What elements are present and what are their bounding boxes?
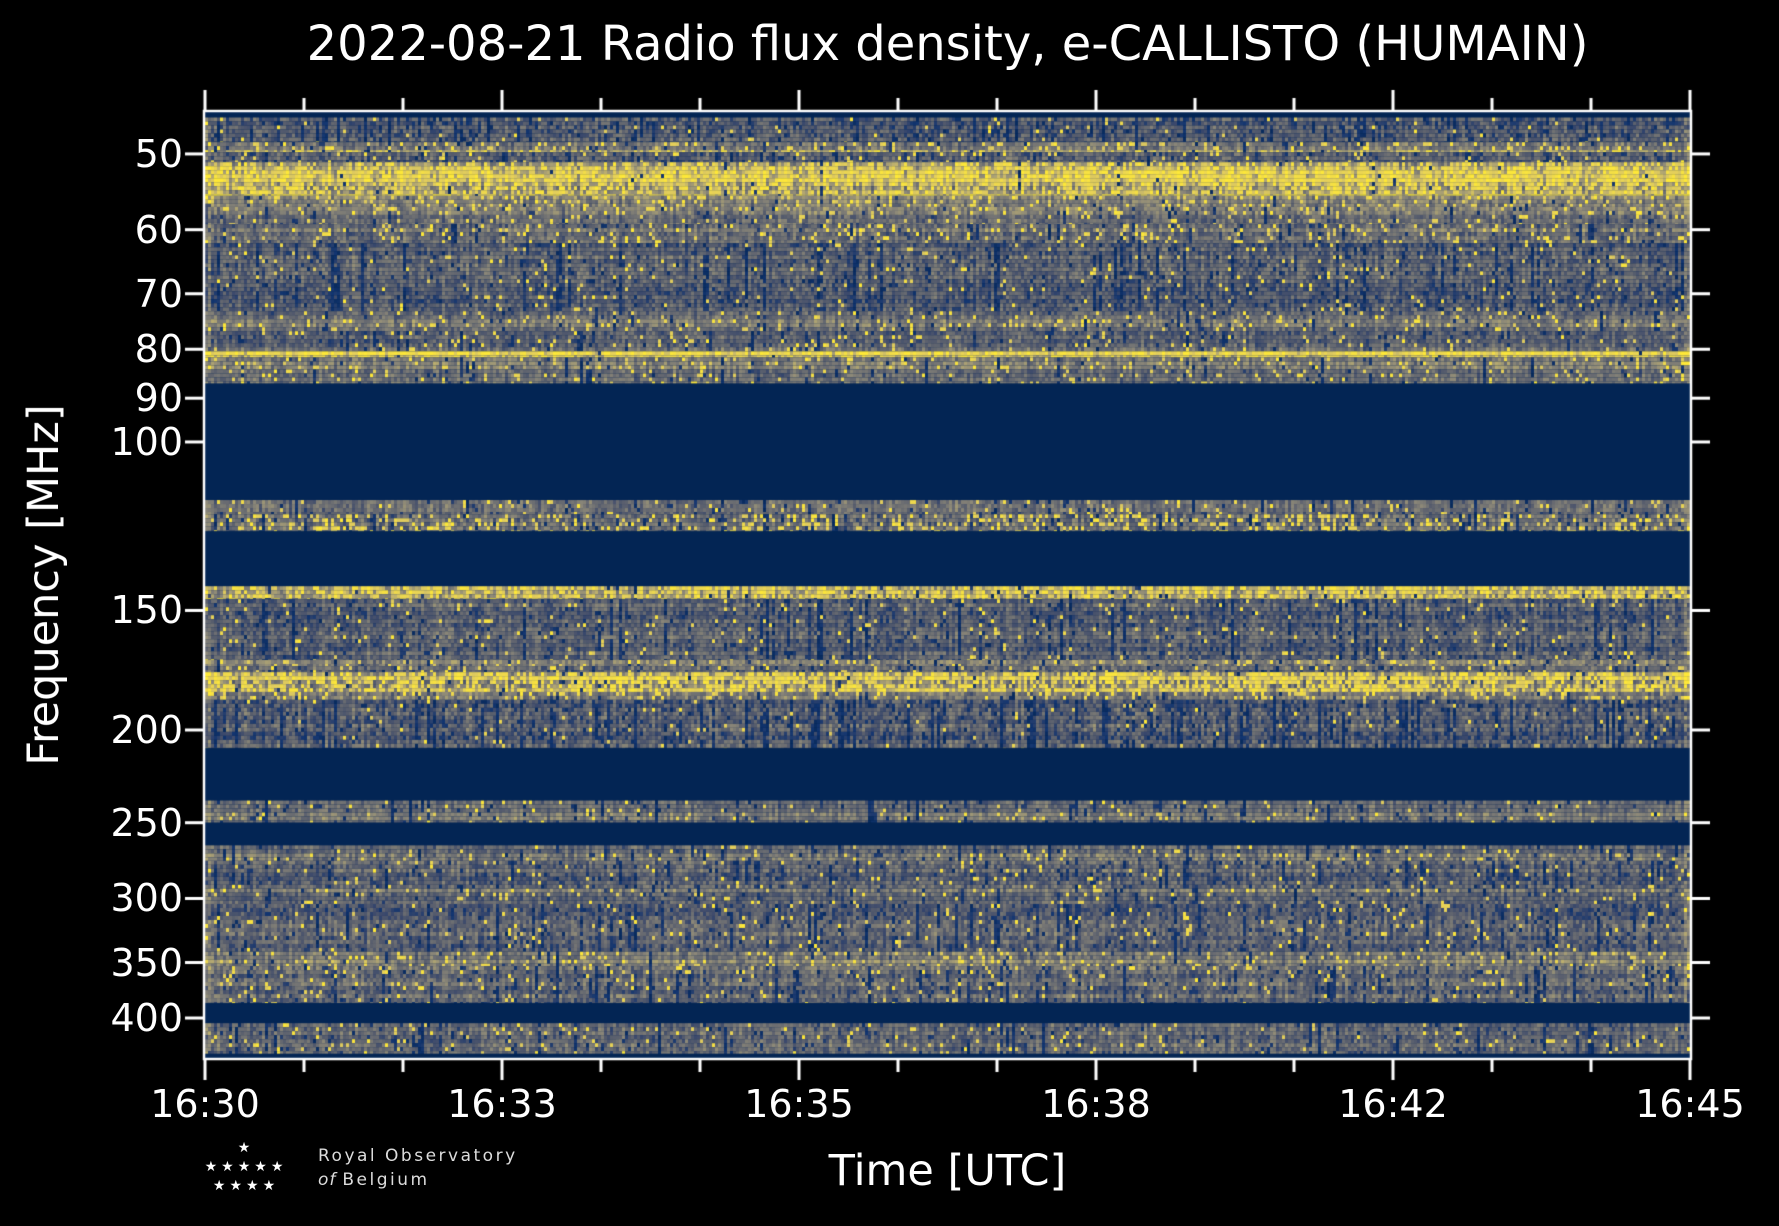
y-tick-label: 100 — [110, 419, 183, 464]
star-icon: ★ — [254, 1159, 267, 1175]
y-tick-label: 250 — [110, 800, 183, 845]
rob-logo: ★ ★ ★ ★ ★ ★ ★ ★ ★ ★ Royal Observatory of Belgium — [194, 1139, 518, 1196]
star-row: ★ — [238, 1139, 251, 1158]
y-tick-label: 60 — [134, 207, 183, 252]
x-tick-label: 16:42 — [1338, 1082, 1448, 1126]
y-tick-label: 300 — [110, 876, 183, 921]
star-icon: ★ — [262, 1178, 276, 1194]
logo-line2-rest: Belgium — [342, 1170, 430, 1190]
y-tick-label: 50 — [134, 131, 183, 176]
y-tick-label: 150 — [110, 588, 183, 633]
y-tick-label: 70 — [134, 271, 183, 316]
star-icon: ★ — [237, 1159, 251, 1175]
y-tick-label: 80 — [134, 327, 183, 372]
logo-text: Royal Observatory of Belgium — [318, 1139, 518, 1192]
star-icon: ★ — [212, 1178, 226, 1194]
x-tick-label: 16:35 — [744, 1082, 854, 1126]
x-tick-label: 16:33 — [447, 1082, 557, 1126]
star-row: ★ ★ ★ ★ ★ — [205, 1158, 284, 1177]
chart-title: 2022-08-21 Radio flux density, e-CALLIST… — [306, 16, 1589, 72]
x-tick-label: 16:45 — [1635, 1082, 1745, 1126]
y-tick-label: 400 — [110, 996, 183, 1041]
logo-line2-of: of — [318, 1170, 337, 1190]
star-icons: ★ ★ ★ ★ ★ ★ ★ ★ ★ ★ — [194, 1139, 294, 1196]
logo-line2: of Belgium — [318, 1168, 518, 1192]
star-row: ★ ★ ★ ★ — [213, 1177, 275, 1196]
y-tick-label: 90 — [134, 376, 183, 421]
star-icon: ★ — [221, 1159, 234, 1175]
star-icon: ★ — [270, 1159, 284, 1175]
y-tick-label: 350 — [110, 940, 183, 985]
star-icon: ★ — [237, 1140, 251, 1156]
y-tick-label: 200 — [110, 707, 183, 752]
x-tick-label: 16:38 — [1041, 1082, 1151, 1126]
logo-line1: Royal Observatory — [318, 1146, 518, 1166]
star-icon: ★ — [229, 1178, 242, 1194]
x-tick-label: 16:30 — [150, 1082, 260, 1126]
star-icon: ★ — [246, 1178, 259, 1194]
star-icon: ★ — [204, 1159, 218, 1175]
x-axis-title: Time [UTC] — [828, 1146, 1067, 1196]
